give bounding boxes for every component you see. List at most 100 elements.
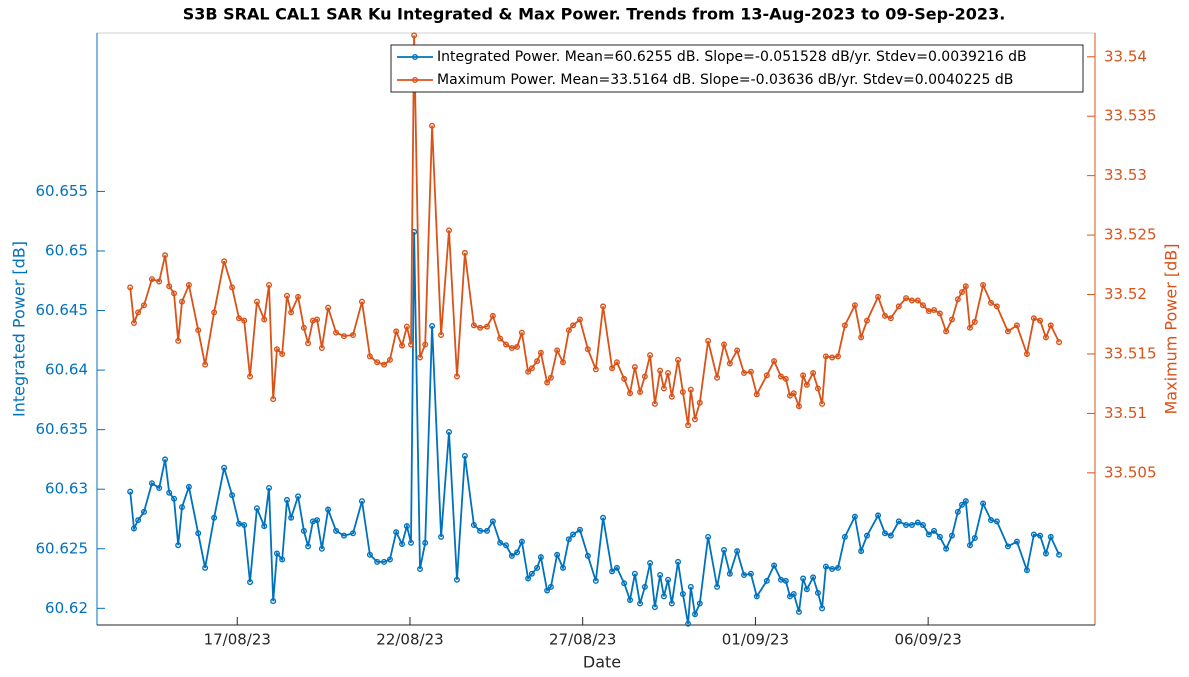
data-point [753,391,760,398]
data-point [714,374,721,381]
data-point [266,485,273,492]
data-point [675,558,682,565]
data-point [887,532,894,539]
data-point [621,580,628,587]
data-point [875,293,882,300]
data-point [705,337,712,344]
data-point [592,366,599,373]
data-point [534,358,541,365]
y2-tick-label: 33.51 [1104,404,1147,422]
data-point [895,303,902,310]
data-point [318,545,325,552]
data-point [358,498,365,505]
data-point [461,452,468,459]
data-point [130,525,137,532]
data-point [834,564,841,571]
data-point [734,347,741,354]
y-axis-label: Integrated Power [dB] [10,241,29,417]
data-point [631,570,638,577]
data-point [403,523,410,530]
y-tick-label: 60.62 [45,599,88,617]
data-point [931,527,938,534]
data-point [1037,317,1044,324]
data-point [1004,328,1011,335]
data-point [241,521,248,528]
data-point [305,543,312,550]
data-point [660,385,667,392]
y-tick-label: 60.65 [45,241,88,259]
data-point [691,611,698,618]
y-tick-label: 60.655 [36,182,89,200]
data-point [822,563,829,570]
data-point [647,352,654,359]
data-point [185,282,192,289]
data-point [657,367,664,374]
data-point [753,593,760,600]
data-point [178,298,185,305]
data-point [374,558,381,565]
data-point [484,527,491,534]
data-point [503,341,510,348]
data-point [1030,315,1037,322]
data-point [266,282,273,289]
x-axis-label: Date [583,653,621,672]
data-point [525,368,532,375]
data-point [971,318,978,325]
data-point [931,306,938,313]
data-point [675,356,682,363]
data-point [333,329,340,336]
data-point [565,327,572,334]
data-point [747,368,754,375]
data-point [803,381,810,388]
data-point [925,531,932,538]
data-point [489,518,496,525]
data-point [489,312,496,319]
data-point [637,389,644,396]
data-point [399,541,406,548]
data-point [1023,567,1030,574]
data-point [993,303,1000,310]
data-point [851,513,858,520]
data-point [381,361,388,368]
data-point [627,390,634,397]
data-point [609,365,616,372]
data-point [175,542,182,549]
data-point [300,324,307,331]
data-point [665,369,672,376]
legend-marker [412,54,419,61]
data-point [959,501,966,508]
data-point [936,310,943,317]
data-point [235,315,242,322]
data-point [497,335,504,342]
data-point [534,564,541,571]
y2-tick-label: 33.53 [1104,166,1147,184]
data-point [800,372,807,379]
data-point [130,320,137,327]
data-point [148,480,155,487]
data-point [393,328,400,335]
data-point [422,539,429,546]
data-point [305,340,312,347]
data-point [841,322,848,329]
data-point [925,308,932,315]
data-point [1013,322,1020,329]
data-point [631,364,638,371]
y-tick-label: 60.63 [45,480,88,498]
data-point [734,548,741,555]
data-point [358,298,365,305]
y2-tick-label: 33.54 [1104,47,1147,65]
data-point [988,299,995,306]
data-point [162,252,169,259]
data-point [584,346,591,353]
data-point [613,359,620,366]
data-point [446,429,453,436]
data-point [247,579,254,586]
data-point [554,347,561,354]
data-point [668,600,675,607]
data-point [570,322,577,329]
data-point [195,530,202,537]
series-line [129,231,1060,624]
data-point [156,485,163,492]
data-point [166,283,173,290]
